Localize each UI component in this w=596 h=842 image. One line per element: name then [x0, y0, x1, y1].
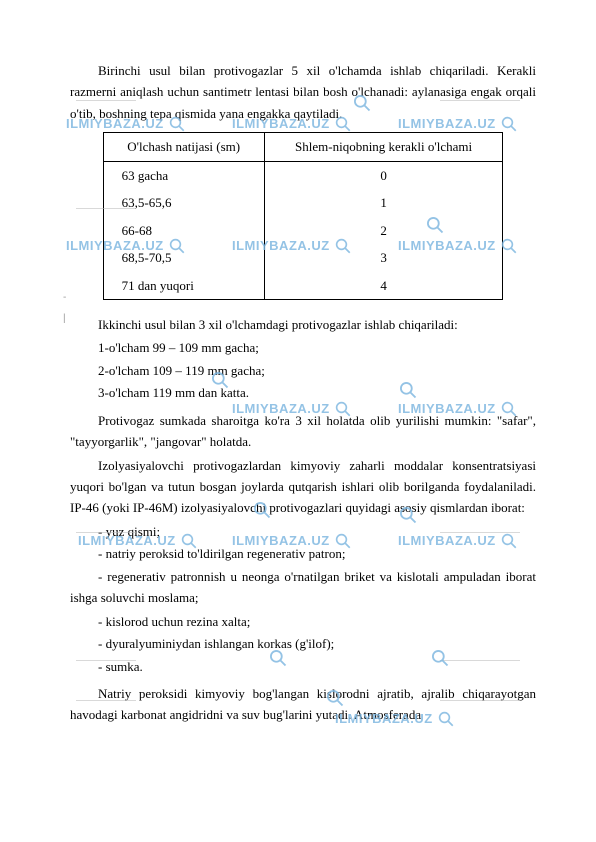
- paragraph-second-method: Ikkinchi usul bilan 3 xil o'lchamdagi pr…: [70, 314, 536, 335]
- table-cell-measure: 63 gacha: [103, 161, 264, 189]
- table-cell-size: 3: [264, 244, 503, 271]
- paragraph-modes: Protivogaz sumkada sharoitga ko'ra 3 xil…: [70, 410, 536, 453]
- size-table: O'lchash natijasi (sm) Shlem-niqobning k…: [103, 132, 504, 300]
- table-cell-size: 1: [264, 189, 503, 216]
- table-cell-measure: 63,5-65,6: [103, 189, 264, 216]
- table-header-measure: O'lchash natijasi (sm): [103, 133, 264, 161]
- paragraph-intro: Birinchi usul bilan protivogazlar 5 xil …: [70, 60, 536, 124]
- table-cell-measure: 71 dan yuqori: [103, 272, 264, 300]
- bullet-regenerative: - regenerativ patronnish u neonga o'rnat…: [70, 566, 536, 609]
- table-row: 63 gacha 0: [103, 161, 503, 189]
- table-row: 63,5-65,6 1: [103, 189, 503, 216]
- table-row: 68,5-70,5 3: [103, 244, 503, 271]
- table-header-size: Shlem-niqobning kerakli o'lchami: [264, 133, 503, 161]
- size-line-3: 3-o'lcham 119 mm dan katta.: [70, 382, 536, 403]
- table-cell-size: 2: [264, 217, 503, 244]
- paragraph-sodium: Natriy peroksidi kimyoviy bog'langan kis…: [70, 683, 536, 726]
- bullet-case: - dyuralyuminiydan ishlangan korkas (g'i…: [70, 633, 536, 654]
- tick-mark: -: [63, 290, 66, 307]
- size-line-1: 1-o'lcham 99 – 109 mm gacha;: [70, 337, 536, 358]
- tick-mark: |: [63, 311, 66, 328]
- size-line-2: 2-o'lcham 109 – 119 mm gacha;: [70, 360, 536, 381]
- bullet-bag: - sumka.: [70, 656, 536, 677]
- table-row: 71 dan yuqori 4: [103, 272, 503, 300]
- bullet-face: - yuz qismi;: [70, 521, 536, 542]
- bullet-patron: - natriy peroksid to'ldirilgan regenerat…: [70, 543, 536, 564]
- paragraph-isolating: Izolyasiyalovchi protivogazlardan kimyov…: [70, 455, 536, 519]
- table-cell-measure: 66-68: [103, 217, 264, 244]
- bullet-oxygen-bag: - kislorod uchun rezina xalta;: [70, 611, 536, 632]
- table-cell-size: 4: [264, 272, 503, 300]
- table-row: 66-68 2: [103, 217, 503, 244]
- table-cell-measure: 68,5-70,5: [103, 244, 264, 271]
- table-header-row: O'lchash natijasi (sm) Shlem-niqobning k…: [103, 133, 503, 161]
- table-cell-size: 0: [264, 161, 503, 189]
